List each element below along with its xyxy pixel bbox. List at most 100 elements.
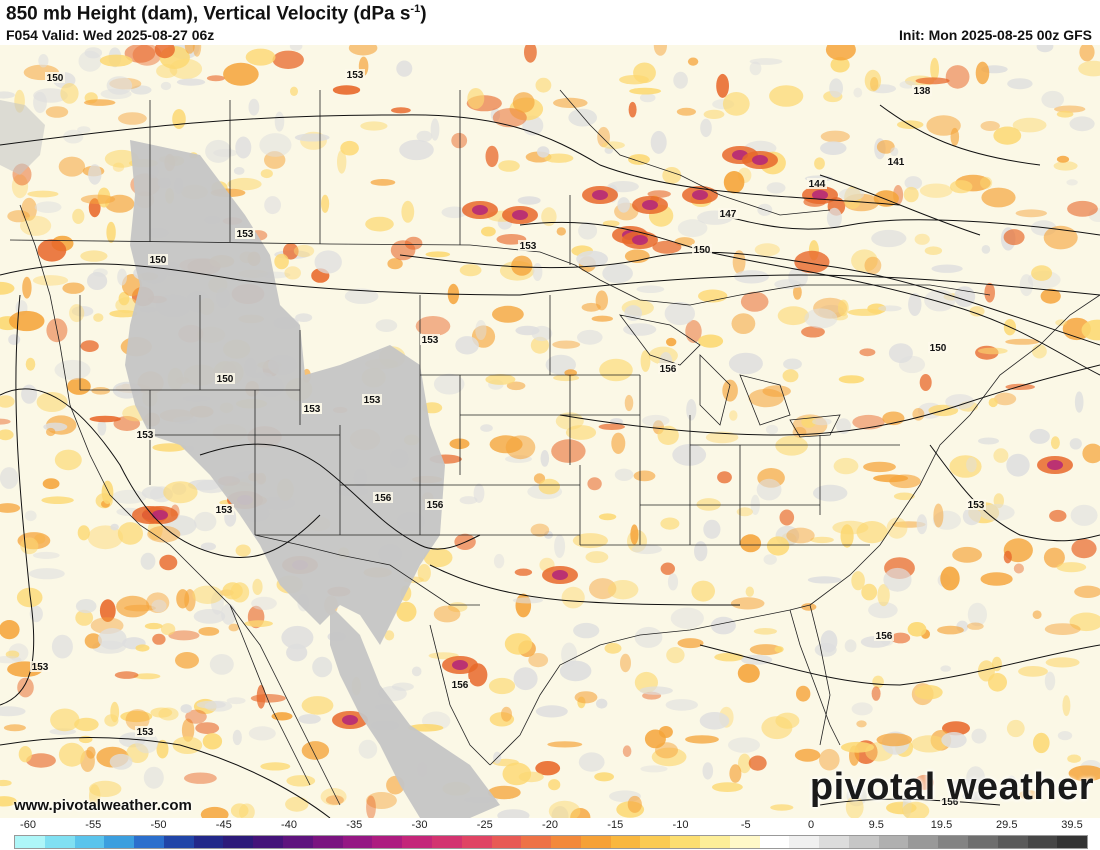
- velocity-cell: [185, 709, 207, 724]
- velocity-cell: [914, 685, 943, 700]
- velocity-cell: [653, 45, 667, 56]
- contour-label-bg: [450, 679, 470, 690]
- velocity-cell: [260, 169, 273, 179]
- velocity-cell: [194, 511, 217, 532]
- velocity-cell: [945, 394, 975, 410]
- colorbar-swatch: [908, 836, 939, 848]
- contour-label: 144: [809, 179, 826, 190]
- colorbar-swatch: [461, 836, 492, 848]
- velocity-cell: [687, 57, 699, 66]
- velocity-cell: [652, 240, 682, 254]
- colorbar: [14, 835, 1088, 849]
- velocity-cell: [775, 435, 808, 456]
- velocity-cell: [777, 306, 810, 326]
- velocity-cell: [836, 418, 851, 434]
- velocity-extreme: [512, 210, 528, 220]
- valid-time: F054 Valid: Wed 2025-08-27 06z: [6, 27, 215, 43]
- contour-label: 153: [422, 335, 439, 346]
- velocity-cell: [144, 622, 163, 630]
- velocity-cell: [205, 139, 232, 163]
- velocity-cell: [619, 75, 649, 85]
- velocity-cell: [467, 88, 485, 109]
- colorbar-swatch: [848, 836, 879, 848]
- velocity-cell: [670, 607, 704, 629]
- velocity-cell: [1049, 509, 1067, 522]
- velocity-cell: [18, 746, 32, 763]
- velocity-cell: [135, 644, 150, 652]
- velocity-cell: [272, 50, 304, 69]
- velocity-cell: [485, 145, 499, 168]
- velocity-cell: [366, 792, 397, 809]
- velocity-cell: [1015, 209, 1047, 218]
- velocity-cell: [640, 765, 668, 773]
- velocity-cell: [325, 795, 344, 805]
- contour-labels: 150 153 153 150 150 153 153 153 153 153 153 153 156 1…: [30, 69, 986, 808]
- velocity-cell: [417, 564, 431, 582]
- map-title: 850 mb Height (dam), Vertical Velocity (…: [6, 3, 427, 25]
- velocity-cell: [893, 492, 915, 501]
- velocity-cell: [601, 141, 625, 149]
- velocity-cell: [552, 340, 581, 349]
- velocity-cell: [794, 748, 821, 762]
- velocity-cell: [75, 609, 94, 626]
- velocity-cell: [0, 796, 17, 807]
- velocity-cell: [36, 392, 68, 412]
- velocity-cell: [172, 109, 186, 129]
- velocity-cell: [1066, 179, 1078, 186]
- velocity-cell: [33, 91, 47, 114]
- velocity-cell: [924, 246, 943, 255]
- velocity-cell: [501, 706, 512, 722]
- weather-map[interactable]: 150 153 153 150 150 153 153 153 153 153 153 153 156 1…: [0, 45, 1100, 818]
- velocity-cell: [548, 800, 581, 818]
- velocity-cell: [111, 489, 147, 504]
- velocity-cell: [783, 358, 802, 370]
- velocity-cell: [911, 735, 947, 753]
- velocity-cell: [337, 149, 347, 174]
- velocity-cell: [694, 541, 708, 562]
- velocity-cell: [150, 707, 173, 718]
- velocity-cell: [251, 596, 277, 611]
- colorbar-tick-label: -5: [740, 819, 751, 831]
- velocity-cell: [561, 642, 578, 667]
- velocity-cell: [244, 620, 273, 627]
- init-time: Init: Mon 2025-08-25 00z GFS: [899, 27, 1092, 43]
- velocity-cell: [551, 439, 586, 463]
- velocity-cell: [966, 457, 977, 473]
- velocity-cell: [691, 580, 715, 602]
- velocity-cell: [544, 153, 574, 163]
- velocity-cell: [871, 686, 881, 701]
- velocity-cell: [321, 194, 330, 213]
- velocity-cell: [252, 578, 263, 596]
- contour-label-bg: [215, 373, 235, 384]
- velocity-cell: [358, 739, 378, 759]
- velocity-cell: [1056, 155, 1070, 163]
- velocity-cell: [581, 302, 601, 312]
- velocity-cell: [980, 121, 1000, 131]
- velocity-cell: [109, 753, 133, 770]
- velocity-cell: [295, 313, 313, 322]
- velocity-cell: [838, 188, 865, 201]
- velocity-extreme: [812, 190, 828, 200]
- velocity-cell: [942, 721, 970, 736]
- velocity-cell: [902, 801, 930, 818]
- velocity-cell: [1054, 105, 1086, 113]
- velocity-cell: [399, 139, 434, 161]
- velocity-cell: [524, 45, 537, 63]
- velocity-cell: [518, 771, 544, 783]
- velocity-cell: [937, 625, 964, 635]
- velocity-cell: [441, 206, 468, 219]
- velocity-cell: [1006, 453, 1030, 477]
- colorbar-tick-label: -10: [672, 819, 689, 831]
- velocity-cell: [578, 222, 598, 240]
- velocity-cell: [877, 584, 890, 607]
- contour-label-bg: [214, 504, 234, 515]
- velocity-cell: [1057, 731, 1073, 741]
- velocity-cell: [0, 779, 12, 787]
- velocity-cell: [19, 215, 52, 236]
- colorbar-swatch: [342, 836, 373, 848]
- velocity-cell: [1079, 45, 1095, 62]
- colorbar-swatch: [134, 836, 164, 848]
- velocity-cell: [677, 638, 704, 649]
- velocity-cell: [945, 65, 970, 89]
- velocity-cell: [1012, 117, 1047, 133]
